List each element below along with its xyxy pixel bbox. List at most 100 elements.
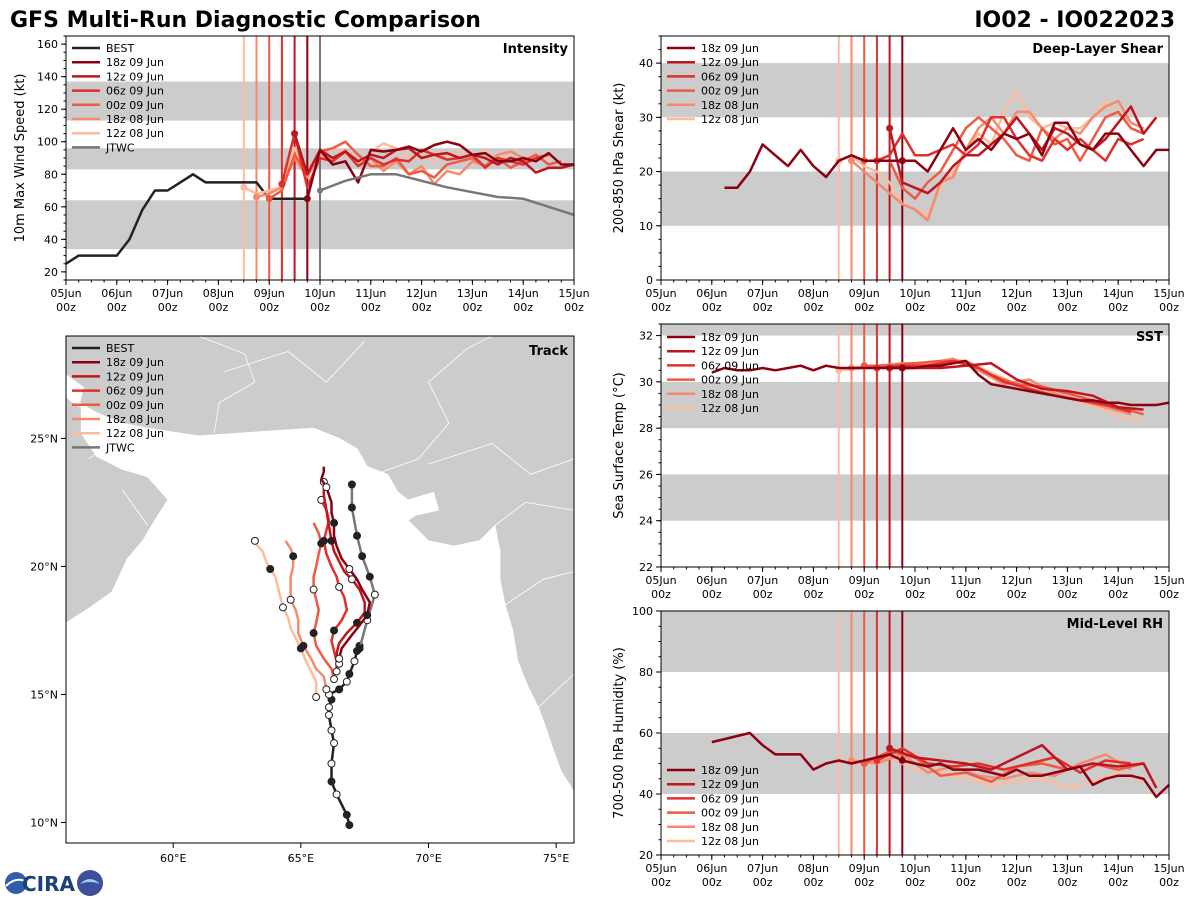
x-tick-sublabel: 00z: [158, 301, 178, 314]
legend-label-06z-09-jun: 06z 09 Jun: [106, 385, 164, 398]
x-tick-sublabel: 00z: [956, 301, 976, 314]
track-point-jtwc: [353, 531, 362, 540]
track-point-18z-09-jun: [322, 483, 331, 492]
x-tick-sublabel: 00z: [1159, 301, 1179, 314]
x-tick-sublabel: 00z: [1108, 301, 1128, 314]
x-tick-sublabel: 00z: [259, 301, 279, 314]
series-line-18z-09-jun: [711, 731, 1170, 799]
x-tick-sublabel: 00z: [651, 876, 671, 889]
border-line: [504, 571, 574, 606]
track-point-best: [345, 670, 354, 678]
init-marker-18z-09-jun: [898, 364, 906, 372]
track-point-best: [342, 810, 351, 819]
x-tick-sublabel: 00z: [1159, 876, 1179, 889]
legend-label-12z-09-jun: 12z 09 Jun: [106, 370, 164, 383]
y-tick-label: 30: [639, 376, 653, 389]
series-line-12z-08-jun: [838, 88, 1132, 217]
legend-label-00z-09-jun: 00z 09 Jun: [701, 85, 759, 98]
x-tick-label: 07Jun: [747, 862, 778, 875]
legend-label-jtwc: JTWC: [105, 441, 135, 454]
x-tick-label: 75°E: [543, 852, 569, 865]
y-tick-label: 15°N: [30, 688, 58, 701]
y-tick-label: 40: [639, 788, 653, 801]
track-point-best: [335, 685, 344, 694]
border-line: [224, 340, 365, 383]
series-line-06z-09-jun: [876, 359, 1132, 414]
x-tick-sublabel: 00z: [753, 588, 773, 601]
track-point-jtwc: [365, 572, 374, 581]
landmass: [66, 336, 574, 793]
y-axis-label: 10m Max Wind Speed (kt): [13, 74, 28, 243]
track-point-best: [327, 726, 336, 735]
x-tick-sublabel: 00z: [463, 301, 483, 314]
border-line: [494, 501, 574, 526]
x-tick-sublabel: 00z: [702, 588, 722, 601]
x-tick-sublabel: 00z: [1007, 588, 1027, 601]
y-tick-label: 40: [639, 57, 653, 70]
series-line-12z-09-jun: [888, 105, 1158, 195]
x-tick-sublabel: 00z: [854, 588, 874, 601]
y-tick-label: 140: [37, 71, 58, 84]
series-line-06z-09-jun: [280, 132, 549, 189]
x-tick-label: 14Jun: [508, 287, 539, 300]
legend-label-12z-08-jun: 12z 08 Jun: [701, 835, 759, 848]
legend-label-18z-09-jun: 18z 09 Jun: [701, 42, 759, 55]
legend-label-best: BEST: [106, 42, 134, 55]
plot-frame: [65, 335, 575, 844]
legend-label-06z-09-jun: 06z 09 Jun: [701, 70, 759, 83]
x-tick-sublabel: 00z: [854, 876, 874, 889]
x-tick-sublabel: 00z: [209, 301, 229, 314]
x-tick-sublabel: 00z: [651, 588, 671, 601]
y-tick-label: 26: [639, 468, 653, 481]
shear-panel: 01020304005Jun00z06Jun00z07Jun00z08Jun00…: [612, 35, 1185, 314]
track-point-00z-09-jun: [309, 629, 318, 638]
x-tick-label: 08Jun: [798, 574, 829, 587]
x-tick-sublabel: 00z: [1058, 301, 1078, 314]
x-tick-sublabel: 00z: [905, 876, 925, 889]
series-line-12z-09-jun: [889, 743, 1158, 789]
track-point-00z-09-jun: [330, 675, 339, 684]
x-tick-label: 08Jun: [798, 862, 829, 875]
x-tick-sublabel: 00z: [107, 301, 127, 314]
x-tick-sublabel: 00z: [956, 876, 976, 889]
track-point-best: [327, 777, 336, 786]
x-tick-label: 08Jun: [798, 287, 829, 300]
x-tick-label: 10Jun: [899, 287, 930, 300]
init-marker-18z-09-jun: [898, 756, 906, 764]
panel-title: SST: [1136, 330, 1163, 345]
track-point-best: [330, 739, 339, 748]
legend-label-06z-09-jun: 06z 09 Jun: [701, 792, 759, 805]
x-tick-label: 06Jun: [696, 574, 727, 587]
x-tick-label: 08Jun: [203, 287, 234, 300]
logo-seal-icon: [77, 870, 103, 896]
legend-label-12z-08-jun: 12z 08 Jun: [106, 427, 164, 440]
x-tick-label: 11Jun: [355, 287, 386, 300]
y-tick-label: 20: [44, 266, 58, 279]
x-tick-label: 11Jun: [950, 574, 981, 587]
panel-title: Track: [529, 344, 568, 359]
x-tick-sublabel: 00z: [1007, 301, 1027, 314]
init-marker-12z-09-jun: [291, 130, 299, 138]
x-tick-sublabel: 00z: [905, 301, 925, 314]
x-tick-label: 12Jun: [1001, 287, 1032, 300]
track-point-best: [324, 703, 333, 712]
legend-label-18z-09-jun: 18z 09 Jun: [106, 356, 164, 369]
track-point-best: [324, 710, 333, 719]
legend-label-12z-08-jun: 12z 08 Jun: [701, 402, 759, 415]
init-marker-18z-08-jun: [848, 157, 855, 165]
legend-label-18z-09-jun: 18z 09 Jun: [106, 56, 164, 69]
y-tick-label: 80: [44, 168, 58, 181]
legend-label-06z-09-jun: 06z 09 Jun: [106, 85, 164, 98]
x-tick-label: 15Jun: [1153, 862, 1184, 875]
series-line-00z-09-jun: [864, 110, 1145, 200]
y-axis-label: 700-500 hPa Humidity (%): [612, 647, 627, 819]
panel-title: Deep-Layer Shear: [1032, 42, 1163, 57]
border-line: [121, 489, 149, 526]
x-tick-label: 05Jun: [645, 862, 676, 875]
track-point-18z-08-jun: [299, 641, 308, 650]
x-tick-label: 14Jun: [1103, 574, 1134, 587]
x-tick-label: 60°E: [160, 852, 186, 865]
